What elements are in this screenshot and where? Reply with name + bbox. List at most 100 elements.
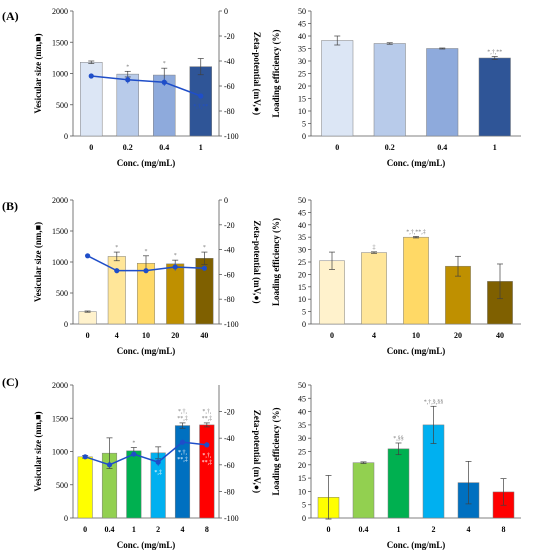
y-tick-label: 0 bbox=[64, 320, 68, 329]
y-tick-label: 5 bbox=[302, 501, 306, 510]
y-right-tick-label: -20 bbox=[224, 408, 235, 417]
y-axis-label: Loading efficiency (%) bbox=[271, 408, 281, 496]
y-tick-label: 1000 bbox=[52, 448, 68, 457]
bar-4 bbox=[174, 425, 191, 519]
panel-label-a: (A) bbox=[2, 9, 19, 23]
zeta-point-2 bbox=[131, 451, 137, 457]
y-tick-label: 35 bbox=[298, 421, 306, 430]
x-tick-label: 0.2 bbox=[385, 143, 395, 152]
y-tick-label: 40 bbox=[298, 221, 306, 230]
y-tick-label: 40 bbox=[298, 32, 306, 41]
y-right-tick-label: -60 bbox=[224, 461, 235, 470]
zeta-point-1 bbox=[114, 268, 120, 274]
x-tick-label: 0 bbox=[83, 525, 87, 534]
y-tick-label: 0 bbox=[302, 320, 306, 329]
bar-1 bbox=[361, 252, 387, 325]
x-axis-label: Conc. (mg/mL) bbox=[117, 158, 176, 168]
y-tick-label: 1500 bbox=[52, 227, 68, 236]
zeta-point-5 bbox=[204, 442, 210, 448]
x-tick-label: 4 bbox=[115, 331, 119, 340]
x-tick-label: 40 bbox=[200, 331, 208, 340]
zeta-point-4 bbox=[179, 439, 186, 445]
x-axis-label: Conc. (mg/mL) bbox=[117, 540, 176, 550]
y-tick-label: 20 bbox=[298, 461, 306, 470]
y-tick-label: 50 bbox=[298, 196, 306, 205]
y-tick-label: 2000 bbox=[52, 196, 68, 205]
y-tick-label: 500 bbox=[56, 289, 68, 298]
y-tick-label: 500 bbox=[56, 101, 68, 110]
x-tick-label: 4 bbox=[372, 331, 376, 340]
y-tick-label: 10 bbox=[298, 487, 306, 496]
y-tick-label: 25 bbox=[298, 448, 306, 457]
bar-annotation: *,†,**,‡ bbox=[406, 229, 426, 235]
y-axis-right-label: Zeta-potential (mV,●) bbox=[252, 32, 262, 115]
x-axis-label: Conc. (mg/mL) bbox=[117, 346, 176, 356]
y-tick-label: 10 bbox=[298, 107, 306, 116]
x-tick-label: 0.2 bbox=[123, 143, 133, 152]
zeta-point-2 bbox=[143, 268, 149, 274]
y-tick-label: 40 bbox=[298, 408, 306, 417]
x-axis-label: Conc. (mg/mL) bbox=[387, 540, 446, 550]
bar-1 bbox=[373, 43, 406, 137]
bar-1 bbox=[352, 462, 375, 519]
bar-annotation: * bbox=[126, 64, 129, 70]
x-tick-label: 4 bbox=[181, 525, 185, 534]
bar-annotation: * bbox=[203, 245, 206, 251]
zeta-point-3 bbox=[172, 264, 178, 270]
y-tick-label: 45 bbox=[298, 20, 306, 29]
y-right-tick-label: -40 bbox=[224, 246, 235, 255]
zeta-point-1 bbox=[125, 77, 131, 83]
x-tick-label: 0.4 bbox=[437, 143, 447, 152]
zeta-point-0 bbox=[82, 454, 88, 460]
bar-0 bbox=[321, 40, 354, 137]
y-tick-label: 50 bbox=[298, 7, 306, 16]
x-tick-label: 0.4 bbox=[159, 143, 169, 152]
y-tick-label: 20 bbox=[298, 270, 306, 279]
y-tick-label: 1500 bbox=[52, 414, 68, 423]
y-tick-label: 1500 bbox=[52, 38, 68, 47]
bar-1 bbox=[107, 256, 126, 325]
bar-annotation: *,§§ bbox=[393, 436, 404, 442]
y-tick-label: 25 bbox=[298, 258, 306, 267]
y-tick-label: 5 bbox=[302, 120, 306, 129]
y-right-tick-label: -20 bbox=[224, 32, 235, 41]
y-right-tick-label: -60 bbox=[224, 82, 235, 91]
bar-annotation: * bbox=[145, 249, 148, 255]
y-axis-label: Vesicular size (nm,■) bbox=[33, 33, 43, 113]
zeta-point-3 bbox=[155, 459, 161, 465]
y-right-tick-label: -100 bbox=[224, 320, 239, 329]
zeta-point-1 bbox=[106, 462, 113, 468]
y-right-tick-label: -100 bbox=[224, 514, 239, 523]
y-axis-right-label: Zeta-potential (mV,●) bbox=[252, 410, 262, 493]
x-tick-label: 0.4 bbox=[105, 525, 115, 534]
zeta-line bbox=[84, 441, 207, 466]
zeta-point-0 bbox=[88, 73, 94, 79]
x-tick-label: 8 bbox=[502, 525, 506, 534]
y-tick-label: 0 bbox=[302, 514, 306, 523]
y-right-tick-label: -80 bbox=[224, 295, 235, 304]
bar-2 bbox=[426, 48, 459, 137]
y-right-tick-label: -20 bbox=[224, 221, 235, 230]
y-tick-label: 45 bbox=[298, 208, 306, 217]
x-tick-label: 2 bbox=[432, 525, 436, 534]
panel-label-b: (B) bbox=[2, 199, 18, 213]
y-tick-label: 35 bbox=[298, 233, 306, 242]
chart-0: 0 500 1000 1500 2000 Vesicular size (nm,■) Con… bbox=[33, 7, 262, 168]
y-tick-label: 20 bbox=[298, 82, 306, 91]
bar-annotation: *,†,**,‡ bbox=[177, 409, 188, 422]
zeta-point-4 bbox=[201, 265, 207, 271]
x-tick-label: 1 bbox=[397, 525, 401, 534]
y-tick-label: 30 bbox=[298, 434, 306, 443]
x-tick-label: 2 bbox=[156, 525, 160, 534]
y-right-tick-label: -60 bbox=[224, 270, 235, 279]
x-tick-label: 20 bbox=[171, 331, 179, 340]
x-axis-label: Conc. (mg/mL) bbox=[387, 346, 446, 356]
x-tick-label: 10 bbox=[412, 331, 420, 340]
bar-annotation: *,†,§,§§ bbox=[424, 399, 444, 405]
zeta-point-2 bbox=[161, 79, 167, 85]
zeta-point-3 bbox=[198, 93, 204, 99]
bar-0 bbox=[319, 260, 345, 325]
